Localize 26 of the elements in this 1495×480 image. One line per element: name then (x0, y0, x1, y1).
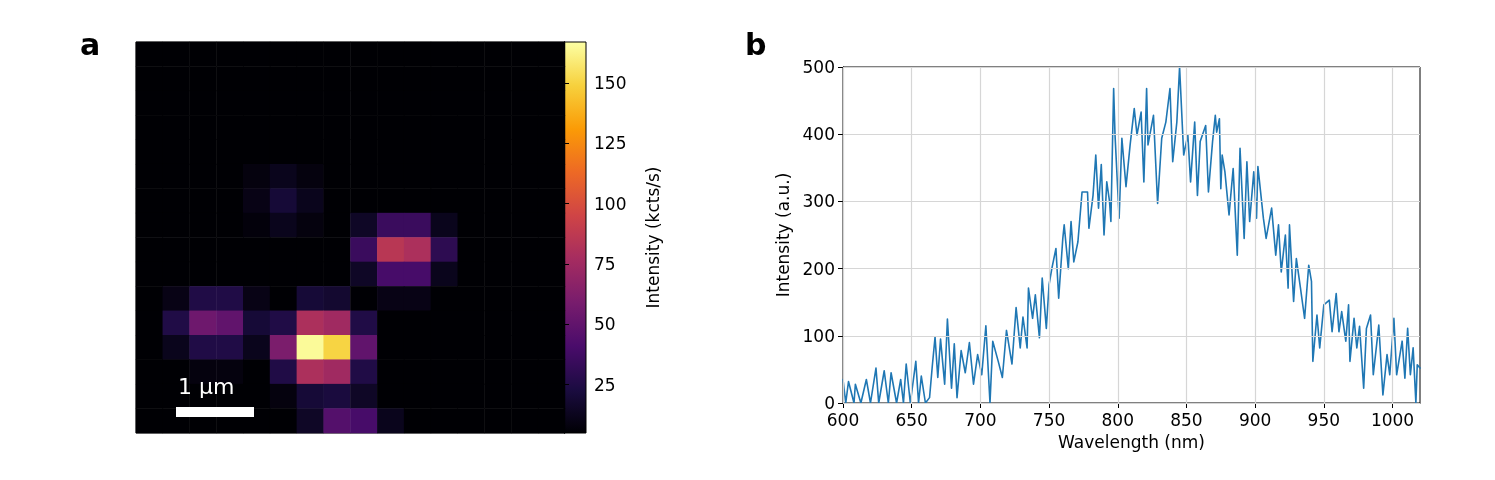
x-tick-label: 1000 (1370, 409, 1415, 430)
color-bar-label: 125 (594, 133, 627, 154)
x-tick-label: 850 (1170, 409, 1203, 430)
x-tick-label: 950 (1307, 409, 1341, 430)
x-tick-label: 900 (1238, 409, 1272, 430)
x-tick-label: 700 (964, 409, 997, 430)
y-tick-label: 400 (802, 124, 835, 145)
y-tick-label: 100 (802, 325, 835, 346)
color-bar-label: 150 (594, 73, 627, 94)
y-tick-label: 300 (802, 191, 835, 212)
y-tick-label: 500 (802, 57, 835, 77)
annotation: 1 µm (178, 374, 235, 399)
chart-title: a (80, 26, 101, 62)
color-bar-label: 75 (594, 254, 616, 275)
x-tick-label: 750 (1032, 409, 1066, 430)
color-bar-label: 50 (594, 314, 616, 335)
x-tick-label: 650 (895, 409, 928, 430)
x-axis-title: Wavelength (nm) (1058, 431, 1205, 452)
color-bar-label: 25 (594, 374, 616, 395)
color-bar-label: 100 (594, 193, 627, 214)
y-axis-title: Intensity (a.u.) (773, 172, 794, 298)
color-bar-title: Intensity (kcts/s) (642, 166, 663, 309)
line-series (842, 66, 1421, 404)
y-tick-label: 200 (802, 258, 835, 279)
chart-title: b (745, 26, 767, 62)
x-tick-label: 800 (1101, 409, 1134, 430)
